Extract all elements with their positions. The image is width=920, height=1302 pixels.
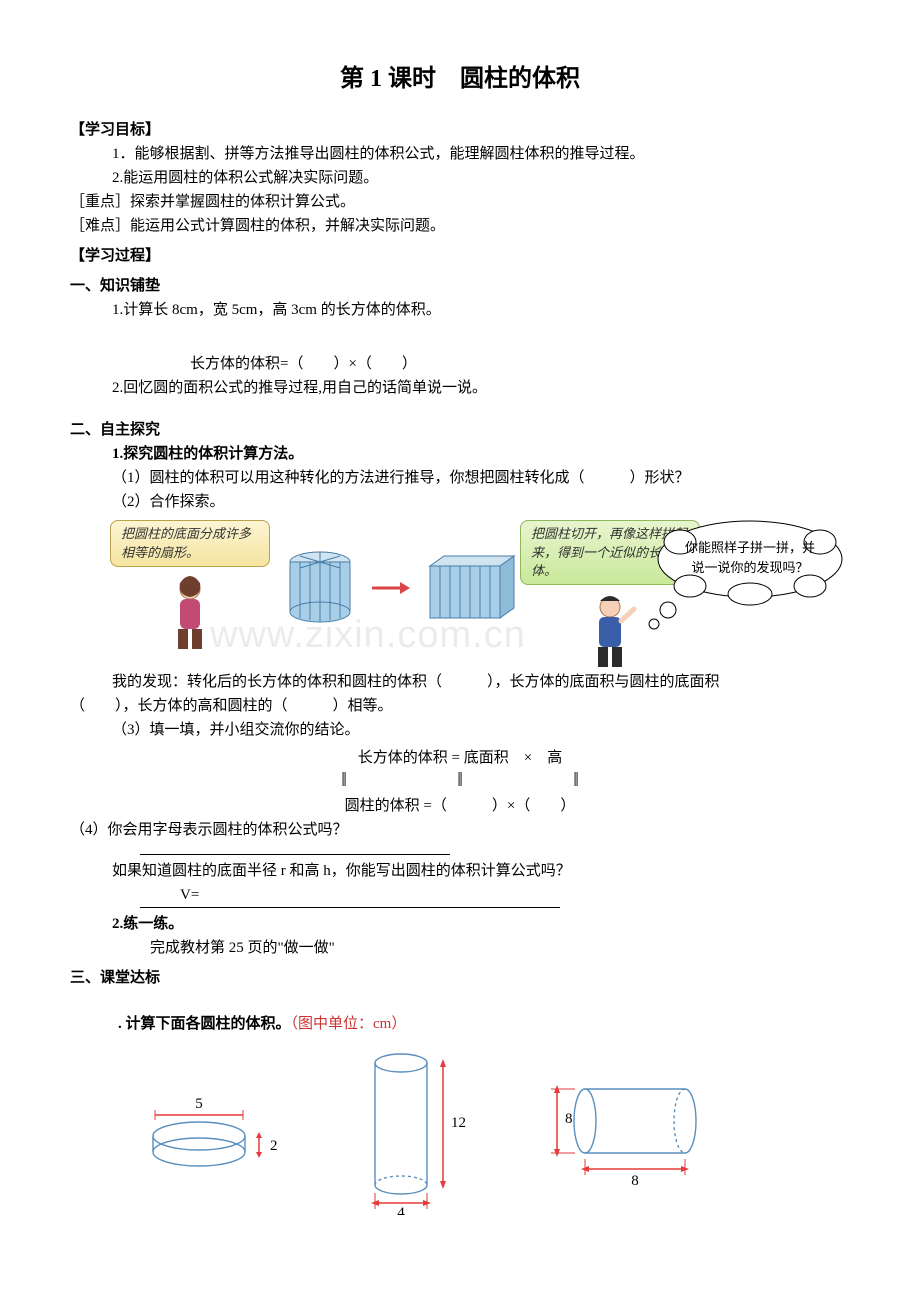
keypoint: ［重点］探索并掌握圆柱的体积计算公式。 [70,190,850,214]
sec2-p4: （4）你会用字母表示圆柱的体积公式吗？ [70,818,850,842]
exercise-title: . 计算下面各圆柱的体积。（图中单位：cm） [110,1012,750,1036]
arrow-down-icon: ‖ [450,770,470,790]
cuboid-shape [420,548,520,628]
document-content: 第 1 课时 圆柱的体积 【学习目标】 1．能够根据割、拼等方法推导出圆柱的体积… [70,60,850,1216]
sec2-h1: 1.探究圆柱的体积计算方法。 [70,442,850,466]
sec2-p2: （2）合作探索。 [70,490,850,514]
exercise-title-red: （图中单位：cm） [291,1016,407,1032]
process-label: 【学习过程】 [70,244,850,268]
thought-cloud: 你能照样子拼一拼，并 说一说你的发现吗？ [640,514,850,634]
svg-text:说一说你的发现吗？: 说一说你的发现吗？ [691,560,808,575]
cylinder-figure-2: 12 4 [355,1045,485,1215]
section-3-heading: 三、课堂达标 [70,966,850,990]
exercise-figures: 5 2 12 [110,1036,750,1216]
sec1-formula: 长方体的体积=（ ）×（ ） [70,352,850,376]
d-label-3: 8 [565,1111,573,1127]
volume-formula-top: 长方体的体积 = 底面积 × 高 [70,746,850,770]
difficulty: ［难点］能运用公式计算圆柱的体积，并解决实际问题。 [70,214,850,238]
goal-1: 1．能够根据割、拼等方法推导出圆柱的体积公式，能理解圆柱体积的推导过程。 [70,142,850,166]
exercise-box: . 计算下面各圆柱的体积。（图中单位：cm） 5 2 [110,1012,750,1216]
section-1-heading: 一、知识铺垫 [70,274,850,298]
page-title: 第 1 课时 圆柱的体积 [70,60,850,98]
sec2-p5: 如果知道圆柱的底面半径 r 和高 h，你能写出圆柱的体积计算公式吗？ [70,859,850,883]
v-equals: V= [70,883,850,907]
l-label-3: 8 [631,1173,639,1189]
svg-text:你能照样子拼一拼，并: 你能照样子拼一拼，并 [685,540,815,555]
sec2-p3: （3）填一填，并小组交流你的结论。 [70,718,850,742]
sec2-p1: （1）圆柱的体积可以用这种转化的方法进行推导，你想把圆柱转化成（ ）形状？ [70,466,850,490]
girl-icon [162,573,218,651]
discovery-line-1: 我的发现：转化后的长方体的体积和圆柱的体积（ ），长方体的底面积与圆柱的底面积 [70,670,850,694]
d-label-2: 4 [397,1205,405,1215]
activity-diagram: 把圆柱的底面分成许多相等的扇形。 [110,520,850,660]
boy-icon [582,591,638,669]
exercise-title-black: . 计算下面各圆柱的体积。 [118,1016,291,1032]
split-cylinder-shape [280,548,360,628]
arrow-down-icon: ‖ [566,770,586,790]
cylinder-figure-1: 5 2 [135,1080,305,1180]
discovery-line-2: （ ），长方体的高和圆柱的（ ）相等。 [70,694,850,718]
formula-arrows: ‖ ‖ ‖ [70,770,850,790]
r-label-1: 5 [195,1096,203,1112]
goal-2: 2.能运用圆柱的体积公式解决实际问题。 [70,166,850,190]
girl-column: 把圆柱的底面分成许多相等的扇形。 [110,520,270,650]
arrow-down-icon: ‖ [334,770,354,790]
sec1-q2: 2.回忆圆的面积公式的推导过程,用自己的话简单说一说。 [70,376,850,400]
transformation-shapes [280,548,520,628]
h-label-1: 2 [270,1138,278,1154]
cylinder-figure-3: 8 8 [535,1065,725,1195]
goals-label: 【学习目标】 [70,118,850,142]
arrow-icon [370,578,410,598]
sec2-h2: 2.练一练。 [70,912,850,936]
volume-formula-bottom: 圆柱的体积 =（ ）×（ ） [70,794,850,818]
sec1-q1: 1.计算长 8cm，宽 5cm，高 3cm 的长方体的体积。 [70,298,850,322]
girl-speech-bubble: 把圆柱的底面分成许多相等的扇形。 [110,520,270,566]
h-label-2: 12 [451,1115,466,1131]
sec2-h2p: 完成教材第 25 页的"做一做" [70,936,850,960]
section-2-heading: 二、自主探究 [70,418,850,442]
